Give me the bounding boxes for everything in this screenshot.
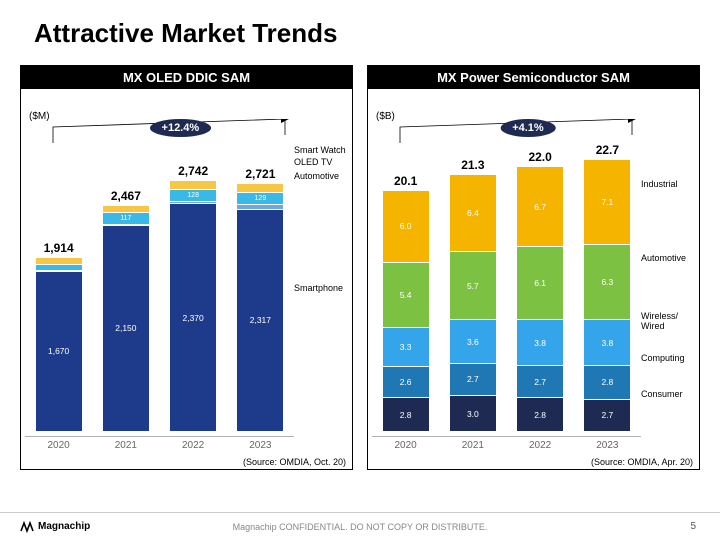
bar-segment: 3.6 <box>450 319 496 362</box>
bar-segment: 5.4 <box>383 262 429 327</box>
x-label: 2020 <box>48 437 70 451</box>
bar-segment: 6.7 <box>517 166 563 246</box>
bar-segment: 6.1 <box>517 246 563 319</box>
bar-column: 22.7 7.16.33.82.82.7 <box>584 143 630 431</box>
bar-segment: 129 <box>237 192 283 204</box>
bar-total: 22.7 <box>596 143 619 157</box>
bar-segment: 2.7 <box>450 363 496 395</box>
chart1-cagr: +12.4% <box>150 119 212 137</box>
bar-segment: 2.7 <box>584 399 630 431</box>
chart2-xlabels: 2020 2021 2022 2023 <box>372 436 641 451</box>
chart2-cagr: +4.1% <box>500 119 556 137</box>
legend-label: Wireless/ Wired <box>641 311 678 331</box>
bar-column: 21.3 6.45.73.62.73.0 <box>450 158 496 431</box>
bar-segment: 2,150 <box>103 225 149 431</box>
bar-segment: 6.4 <box>450 174 496 251</box>
bar-segment: 128 <box>170 189 216 201</box>
bar-total: 2,742 <box>178 164 208 178</box>
footer: Magnachip Magnachip CONFIDENTIAL. DO NOT… <box>0 512 720 540</box>
bar-segment <box>103 205 149 213</box>
chart1-title: MX OLED DDIC SAM <box>21 66 352 89</box>
bar-segment: 2.6 <box>383 366 429 397</box>
bar-segment: 3.0 <box>450 395 496 431</box>
x-label: 2022 <box>182 437 204 451</box>
x-label: 2023 <box>249 437 271 451</box>
legend-label: OLED TV <box>294 157 332 167</box>
page-title: Attractive Market Trends <box>0 0 720 49</box>
chart2-title: MX Power Semiconductor SAM <box>368 66 699 89</box>
chart1-legend: Smart Watch OLED TV Automotive Smartphone <box>294 143 350 427</box>
bar-column: 2,742 128 2,370 <box>170 164 216 431</box>
x-label: 2021 <box>115 437 137 451</box>
legend-label: Automotive <box>641 253 686 263</box>
bar-segment: 3.3 <box>383 327 429 367</box>
bar-segment: 6.3 <box>584 244 630 320</box>
bar-total: 22.0 <box>528 150 551 164</box>
legend-label: Smartphone <box>294 283 343 293</box>
bar-column: 2,721 129 2,317 <box>237 167 283 431</box>
bar-segment: 5.7 <box>450 251 496 319</box>
chart-panel-2: MX Power Semiconductor SAM ($B) +4.1% 20… <box>367 65 700 470</box>
bar-segment <box>237 183 283 192</box>
x-label: 2023 <box>596 437 618 451</box>
bar-segment: 2.8 <box>517 397 563 431</box>
legend-label: Automotive <box>294 171 339 181</box>
chart-panel-1: MX OLED DDIC SAM ($M) +12.4% 1,914 1,670 2… <box>20 65 353 470</box>
bar-total: 2,467 <box>111 189 141 203</box>
legend-label: Computing <box>641 353 685 363</box>
bar-segment: 3.8 <box>584 319 630 365</box>
bar-total: 2,721 <box>245 167 275 181</box>
bar-total: 20.1 <box>394 174 417 188</box>
x-label: 2022 <box>529 437 551 451</box>
legend-label: Consumer <box>641 389 683 399</box>
bar-segment: 2,317 <box>237 209 283 431</box>
bar-segment: 1,670 <box>36 271 82 431</box>
charts-row: MX OLED DDIC SAM ($M) +12.4% 1,914 1,670 2… <box>0 49 720 470</box>
bar-segment: 2,370 <box>170 203 216 431</box>
chart1-columns: 1,914 1,670 2,467 117 2,150 2,742 128 2,370 2,72… <box>25 143 294 431</box>
legend-label: Industrial <box>641 179 678 189</box>
chart2-body: ($B) +4.1% 20.16.05.43.32.62.821.36.45.7… <box>368 89 699 469</box>
chart1-xlabels: 2020 2021 2022 2023 <box>25 436 294 451</box>
chart2-unit: ($B) <box>376 111 395 122</box>
bar-segment <box>36 257 82 264</box>
chart1-source: (Source: OMDIA, Oct. 20) <box>243 457 346 467</box>
bar-segment: 2.8 <box>383 397 429 431</box>
chart2-legend: Industrial Automotive Wireless/ Wired Compu… <box>641 143 697 427</box>
chart2-source: (Source: OMDIA, Apr. 20) <box>591 457 693 467</box>
confidential-text: Magnachip CONFIDENTIAL. DO NOT COPY OR D… <box>0 522 720 532</box>
bar-segment: 117 <box>103 212 149 223</box>
bar-column: 2,467 117 2,150 <box>103 189 149 431</box>
bar-column: 20.1 6.05.43.32.62.8 <box>383 174 429 431</box>
bar-segment: 3.8 <box>517 319 563 365</box>
chart1-body: ($M) +12.4% 1,914 1,670 2,467 117 2,150 2,742… <box>21 89 352 469</box>
bar-column: 1,914 1,670 <box>36 241 82 431</box>
bar-segment: 7.1 <box>584 159 630 244</box>
bar-segment: 6.0 <box>383 190 429 262</box>
chart1-unit: ($M) <box>29 111 50 122</box>
page-number: 5 <box>690 521 696 532</box>
x-label: 2020 <box>395 437 417 451</box>
chart2-columns: 20.16.05.43.32.62.821.36.45.73.62.73.022… <box>372 143 641 431</box>
bar-segment: 2.8 <box>584 365 630 399</box>
bar-segment <box>170 180 216 189</box>
bar-total: 21.3 <box>461 158 484 172</box>
bar-segment: 2.7 <box>517 365 563 397</box>
legend-label: Smart Watch <box>294 145 346 155</box>
bar-total: 1,914 <box>44 241 74 255</box>
bar-column: 22.0 6.76.13.82.72.8 <box>517 150 563 431</box>
x-label: 2021 <box>462 437 484 451</box>
